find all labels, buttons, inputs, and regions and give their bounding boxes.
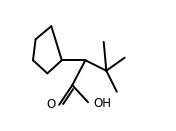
- Text: OH: OH: [93, 97, 111, 110]
- Text: O: O: [46, 98, 55, 111]
